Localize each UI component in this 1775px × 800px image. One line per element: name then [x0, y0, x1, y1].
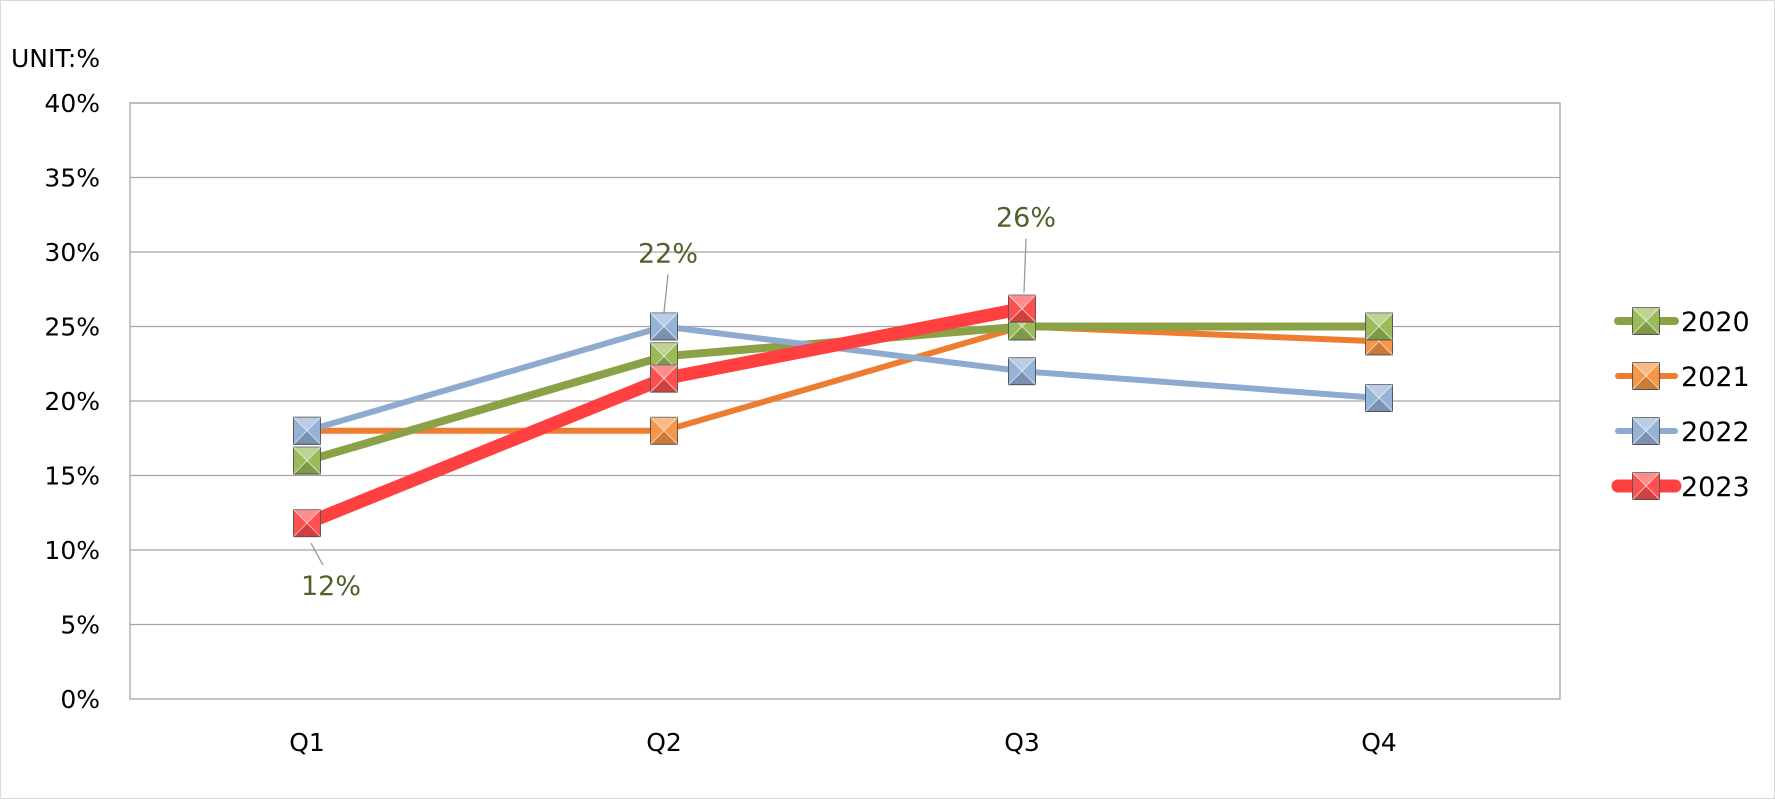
data-point-marker	[1008, 357, 1036, 386]
marker-shade-top	[1632, 417, 1660, 431]
data-point-marker	[1632, 472, 1660, 500]
marker-shade-top	[650, 342, 678, 357]
series-line-2021	[304, 323, 1382, 434]
marker-diagonal	[1632, 307, 1660, 335]
data-point-marker	[1008, 294, 1036, 323]
legend-item-2021: 2021	[1615, 362, 1750, 393]
marker-shade-top	[1632, 472, 1660, 486]
marker-shade-top	[1365, 313, 1393, 327]
marker-diagonal	[650, 416, 678, 445]
y-tick-label: 30%	[44, 238, 100, 267]
marker-shade-bottom	[1632, 321, 1660, 335]
x-tick-label: Q4	[1361, 728, 1397, 757]
data-label-leader	[1023, 238, 1027, 293]
data-point-marker	[1632, 307, 1660, 335]
marker-diagonal	[1365, 384, 1393, 412]
marker-shade-top	[1632, 307, 1660, 321]
marker-shade-bottom	[1365, 398, 1393, 412]
marker-shade-bottom	[1365, 341, 1393, 355]
series-lines	[300, 302, 1383, 530]
data-label: 26%	[996, 203, 1056, 234]
marker-diagonal	[293, 416, 321, 445]
x-tick-label: Q2	[646, 728, 682, 757]
legend-label: 2021	[1681, 362, 1750, 393]
marker-diagonal	[1632, 472, 1660, 500]
legend-item-2020: 2020	[1614, 307, 1750, 338]
data-point-marker	[293, 509, 321, 538]
legend-item-2022: 2022	[1615, 417, 1750, 448]
data-point-marker	[650, 416, 678, 445]
data-point-marker	[1365, 312, 1393, 341]
gridlines	[129, 102, 1561, 700]
marker-diagonal	[1008, 294, 1036, 323]
y-tick-label: 25%	[44, 313, 100, 342]
y-tick-label: 20%	[44, 387, 100, 416]
marker-shade-bottom	[1632, 486, 1660, 500]
data-point-marker	[1632, 417, 1660, 445]
marker-shade-bottom	[1365, 326, 1393, 340]
y-tick-label: 15%	[44, 462, 100, 491]
y-tick-label: 0%	[60, 685, 100, 714]
marker-shade-bottom	[650, 378, 678, 393]
marker-shade-top	[293, 447, 321, 461]
data-label: 12%	[301, 571, 361, 602]
marker-diagonal	[650, 364, 678, 393]
y-axis-ticks: 0% 5% 10% 15% 20% 25% 30% 35% 40%	[44, 89, 100, 714]
marker-shade-bottom	[1632, 376, 1660, 390]
data-label-leader	[310, 542, 324, 566]
data-point-marker	[293, 446, 321, 475]
series-markers	[293, 294, 1393, 538]
marker-shade-top	[650, 417, 678, 431]
marker-diagonal	[293, 446, 321, 475]
data-label: 22%	[638, 239, 698, 270]
marker-shade-bottom	[1632, 431, 1660, 445]
x-tick-label: Q1	[289, 728, 325, 757]
y-tick-label: 10%	[44, 536, 100, 565]
data-point-marker	[1365, 384, 1393, 413]
x-tick-label: Q3	[1004, 728, 1040, 757]
x-axis-ticks: Q1 Q2 Q3 Q4	[289, 728, 1397, 757]
marker-shade-bottom	[650, 430, 678, 445]
marker-shade-bottom	[1008, 371, 1036, 385]
marker-diagonal	[1632, 362, 1660, 390]
marker-diagonal	[1008, 357, 1036, 386]
marker-diagonal	[1632, 417, 1660, 445]
series-line-2023	[300, 302, 1029, 530]
legend-label: 2020	[1681, 307, 1750, 338]
data-point-marker	[293, 416, 321, 445]
marker-shade-top	[293, 417, 321, 431]
legend-item-2023: 2023	[1611, 472, 1750, 503]
plot-area-border	[129, 102, 1561, 700]
marker-shade-top	[1008, 295, 1036, 309]
y-tick-label: 40%	[44, 89, 100, 118]
marker-shade-top	[293, 509, 321, 524]
data-point-marker	[650, 364, 678, 393]
marker-shade-bottom	[293, 523, 321, 537]
marker-shade-top	[1008, 357, 1036, 372]
marker-shade-top	[1365, 384, 1393, 399]
marker-shade-bottom	[1008, 326, 1036, 340]
marker-diagonal	[650, 312, 678, 341]
marker-shade-bottom	[293, 460, 321, 475]
marker-shade-bottom	[293, 430, 321, 445]
legend-label: 2022	[1681, 417, 1750, 448]
marker-shade-top	[1632, 362, 1660, 376]
marker-shade-bottom	[1008, 308, 1036, 323]
marker-shade-top	[650, 313, 678, 327]
data-point-marker	[650, 312, 678, 341]
y-tick-label: 5%	[60, 611, 100, 640]
data-point-marker	[1632, 362, 1660, 390]
data-labels: 12% 22% 26%	[301, 203, 1056, 603]
legend-label: 2023	[1681, 472, 1750, 503]
marker-shade-bottom	[650, 326, 678, 340]
y-tick-label: 35%	[44, 164, 100, 193]
legend: 2020 2021 2022 2023	[1611, 307, 1750, 503]
marker-diagonal	[1365, 312, 1393, 341]
unit-label: UNIT:%	[11, 44, 100, 73]
marker-shade-top	[650, 365, 678, 379]
marker-diagonal	[293, 509, 321, 538]
data-label-leader	[663, 274, 669, 313]
